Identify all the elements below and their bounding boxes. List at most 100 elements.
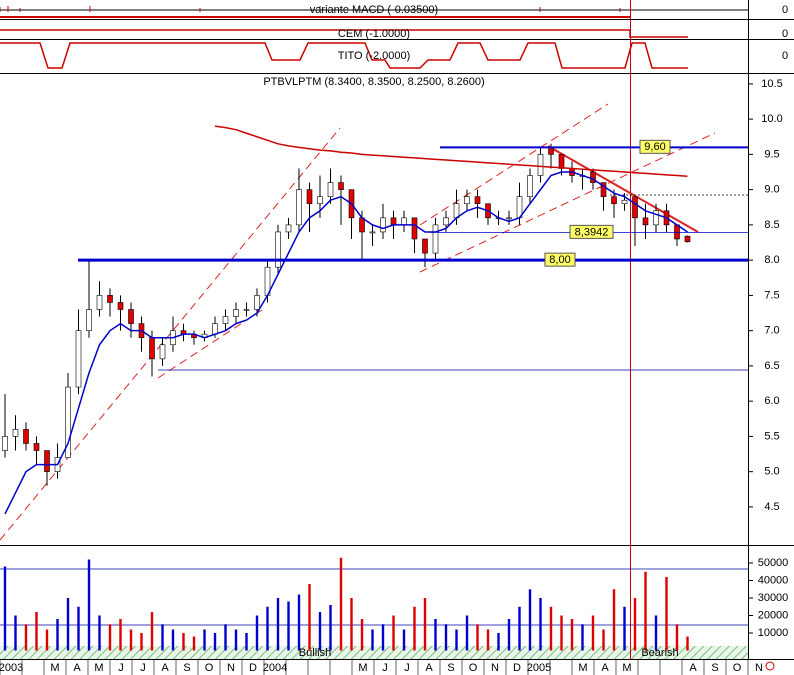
volume-bar — [77, 606, 80, 651]
x-tick-label: A — [425, 662, 433, 674]
volume-bar — [623, 606, 626, 651]
candle-body — [558, 154, 565, 169]
y-tick-label: 7.0 — [764, 325, 779, 337]
candle-body — [527, 175, 533, 197]
candle-body — [222, 316, 229, 324]
volume-bar — [14, 615, 17, 651]
candle-body — [44, 450, 50, 472]
candle-body — [254, 295, 260, 310]
y-tick-label: 6.0 — [764, 395, 779, 407]
x-tick-label: J — [118, 662, 124, 674]
candle-body — [159, 344, 166, 360]
volume-bar — [161, 624, 164, 651]
volume-bar — [444, 624, 448, 651]
candle-body — [537, 154, 544, 176]
annotation: Bullish — [299, 647, 331, 659]
volume-bar — [56, 619, 59, 651]
y-tick-label: 20000 — [758, 609, 789, 621]
volume-bar — [276, 598, 280, 651]
candle-body — [117, 302, 124, 310]
level-label: 8,3942 — [575, 226, 609, 238]
x-tick-label: O — [205, 662, 214, 674]
candle-body — [107, 295, 113, 303]
volume-bar — [98, 615, 101, 651]
volume-bar — [329, 605, 332, 651]
volume-bar — [465, 615, 469, 651]
icon[interactable] — [765, 661, 775, 671]
volume-bar — [423, 598, 427, 651]
y-tick-label: 6.5 — [764, 360, 779, 372]
volume-bar — [560, 615, 563, 651]
y-tick-label: 5.5 — [764, 430, 779, 442]
volume-bar — [318, 612, 322, 651]
candle-body — [621, 199, 628, 205]
candle-body — [464, 196, 470, 205]
x-tick-label: S — [447, 662, 454, 674]
volume-bar — [140, 633, 143, 651]
volume-bar — [371, 629, 374, 651]
candle-body — [548, 147, 554, 155]
candle-body — [359, 217, 365, 233]
candle-body — [338, 182, 344, 190]
indicator-zero: 0 — [782, 50, 788, 62]
volume-bar — [476, 624, 479, 651]
candle-body — [674, 224, 680, 240]
volume-bar — [192, 636, 196, 651]
volume-bar — [297, 594, 301, 651]
annotation: Bearish — [641, 647, 678, 659]
candle-body — [75, 330, 82, 388]
volume-bar — [539, 598, 542, 651]
indicator-zero: 0 — [782, 28, 788, 40]
frames — [0, 0, 794, 660]
volume-bar — [549, 606, 553, 651]
volume-bar — [203, 629, 206, 651]
x-tick-label: A — [689, 662, 697, 674]
indicator-title: variante MACD (-0.03500) — [310, 4, 438, 16]
candle-body — [432, 224, 439, 254]
y-tick-label: 9.5 — [764, 148, 779, 160]
candle-body — [96, 295, 103, 310]
candle-body — [632, 196, 638, 219]
volume-bar — [66, 598, 70, 651]
candle-body — [243, 309, 250, 311]
volume-bar — [612, 589, 616, 651]
candle-body — [2, 436, 8, 451]
volume-bar — [3, 566, 7, 651]
indicator-title: TITO (-2.0000) — [338, 50, 411, 62]
volume-bar — [119, 619, 122, 651]
candle-body — [65, 386, 71, 458]
x-tick-label: S — [183, 662, 190, 674]
candle-body — [149, 337, 155, 360]
volume-bar — [287, 601, 290, 651]
volume-bar — [570, 619, 574, 651]
x-tick-label: 2003 — [0, 662, 23, 674]
volume-bar — [87, 559, 91, 651]
y-tick-label: 30000 — [758, 592, 789, 604]
x-tick-label: N — [491, 662, 499, 674]
volume-bar — [381, 624, 385, 651]
x-tick-label: O — [733, 662, 742, 674]
candle-body — [653, 210, 659, 226]
candle-body — [275, 231, 281, 268]
x-tick-label: M — [622, 662, 631, 674]
level-box — [639, 139, 671, 154]
volume-bar — [108, 624, 112, 651]
volume-bar — [224, 624, 227, 651]
level-label: 9,60 — [644, 141, 665, 153]
x-tick-label: D — [513, 662, 521, 674]
volume-bar — [245, 633, 248, 651]
x-tick-label: M — [94, 662, 103, 674]
volume-bar — [350, 598, 353, 651]
volume-bar — [129, 629, 133, 651]
volume-bar — [528, 589, 532, 651]
volume-bar — [413, 606, 416, 651]
candle-body — [590, 171, 596, 183]
volume-bar — [591, 615, 595, 651]
candle-body — [33, 443, 40, 451]
volume-bar — [644, 571, 647, 651]
candle-body — [611, 196, 617, 205]
x-tick-label: D — [249, 662, 257, 674]
candle-body — [327, 182, 334, 197]
candle-body — [600, 182, 607, 197]
